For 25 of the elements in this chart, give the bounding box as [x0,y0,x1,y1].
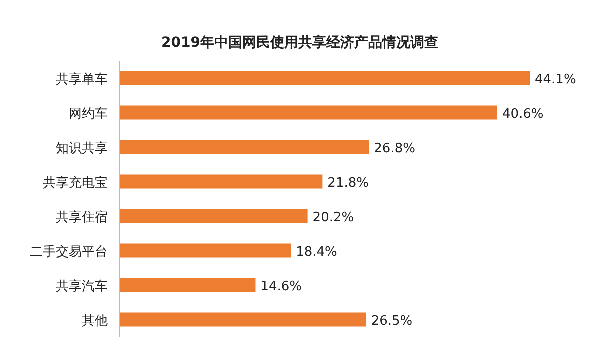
y-tick-label: 共享单车 [56,71,108,88]
data-label: 21.8% [328,176,369,191]
bar [120,209,308,224]
data-label: 26.5% [371,314,413,329]
data-label: 20.2% [312,210,354,226]
y-tick-label: 共享住宿 [56,209,108,226]
data-label: 18.4% [296,244,338,260]
y-tick-label: 二手交易平台 [30,244,108,260]
y-tick-label: 网约车 [69,106,108,122]
bar [120,174,323,189]
bar [120,312,366,327]
data-label: 44.1% [535,72,576,88]
bar [120,140,370,154]
y-tick-label: 知识共享 [56,140,108,156]
y-tick-label: 共享汽车 [56,278,108,294]
data-label: 14.6% [260,279,302,294]
chart-title: 2019年中国网民使用共享经济产品情况调查 [162,34,438,51]
bar [120,244,292,258]
bar [120,71,530,86]
bar [120,278,256,292]
y-tick-label: 共享充电宝 [43,174,108,191]
data-label: 40.6% [502,106,544,122]
y-tick-label: 其他 [82,314,108,329]
data-label: 26.8% [374,141,416,156]
bar [120,106,498,120]
